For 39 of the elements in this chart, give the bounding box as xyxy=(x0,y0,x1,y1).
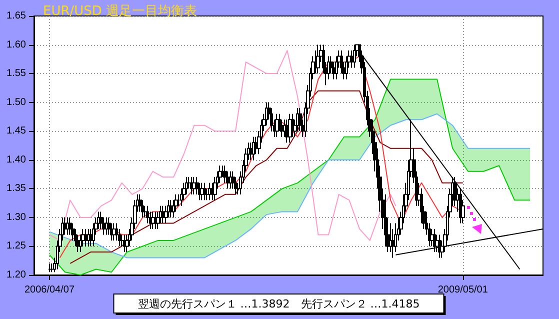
candlestick xyxy=(459,188,462,224)
line-series xyxy=(49,50,396,241)
candlestick xyxy=(105,216,108,236)
y-tick-label: 1.30 xyxy=(6,212,26,223)
candlestick xyxy=(208,182,211,201)
candlestick xyxy=(190,176,193,195)
y-tick-label: 1.20 xyxy=(6,270,26,280)
candlestick xyxy=(229,170,232,190)
y-tick-label: 1.40 xyxy=(6,154,26,166)
candlestick xyxy=(275,113,279,138)
y-tick-label: 1.60 xyxy=(6,39,26,50)
y-tick-label: 1.45 xyxy=(6,126,26,137)
candlestick xyxy=(192,176,196,195)
candlestick xyxy=(203,182,206,201)
candlestick xyxy=(48,262,51,273)
candlestick xyxy=(200,182,204,201)
y-tick-label: 1.35 xyxy=(6,183,26,194)
candlestick xyxy=(316,44,320,74)
y-tick-label: 1.50 xyxy=(6,96,26,108)
candlestick xyxy=(154,211,157,230)
line-series xyxy=(70,90,464,264)
line-series xyxy=(49,113,531,258)
y-tick-label: 1.55 xyxy=(6,68,26,80)
chart-title: EUR/USD 週足一目均衡表 xyxy=(43,4,198,19)
candlestick xyxy=(87,228,90,247)
candlestick xyxy=(112,222,116,241)
candlestick xyxy=(151,211,155,230)
x-tick-label: 2006/04/07 xyxy=(24,284,75,296)
candlestick xyxy=(252,136,255,160)
candlestick xyxy=(66,216,69,236)
y-tick-label: 1.25 xyxy=(6,240,26,252)
candlestick xyxy=(123,234,126,252)
candlestick xyxy=(169,200,173,218)
x-tick-label: 2009/05/01 xyxy=(438,284,488,296)
candlestick xyxy=(288,113,292,144)
text: 翌週の先行スパン１ …1.3892 先行スパン２ …1.4185 xyxy=(138,298,420,310)
y-tick-label: 1.65 xyxy=(6,10,26,22)
candlestick xyxy=(161,205,165,224)
candlestick xyxy=(84,228,87,247)
